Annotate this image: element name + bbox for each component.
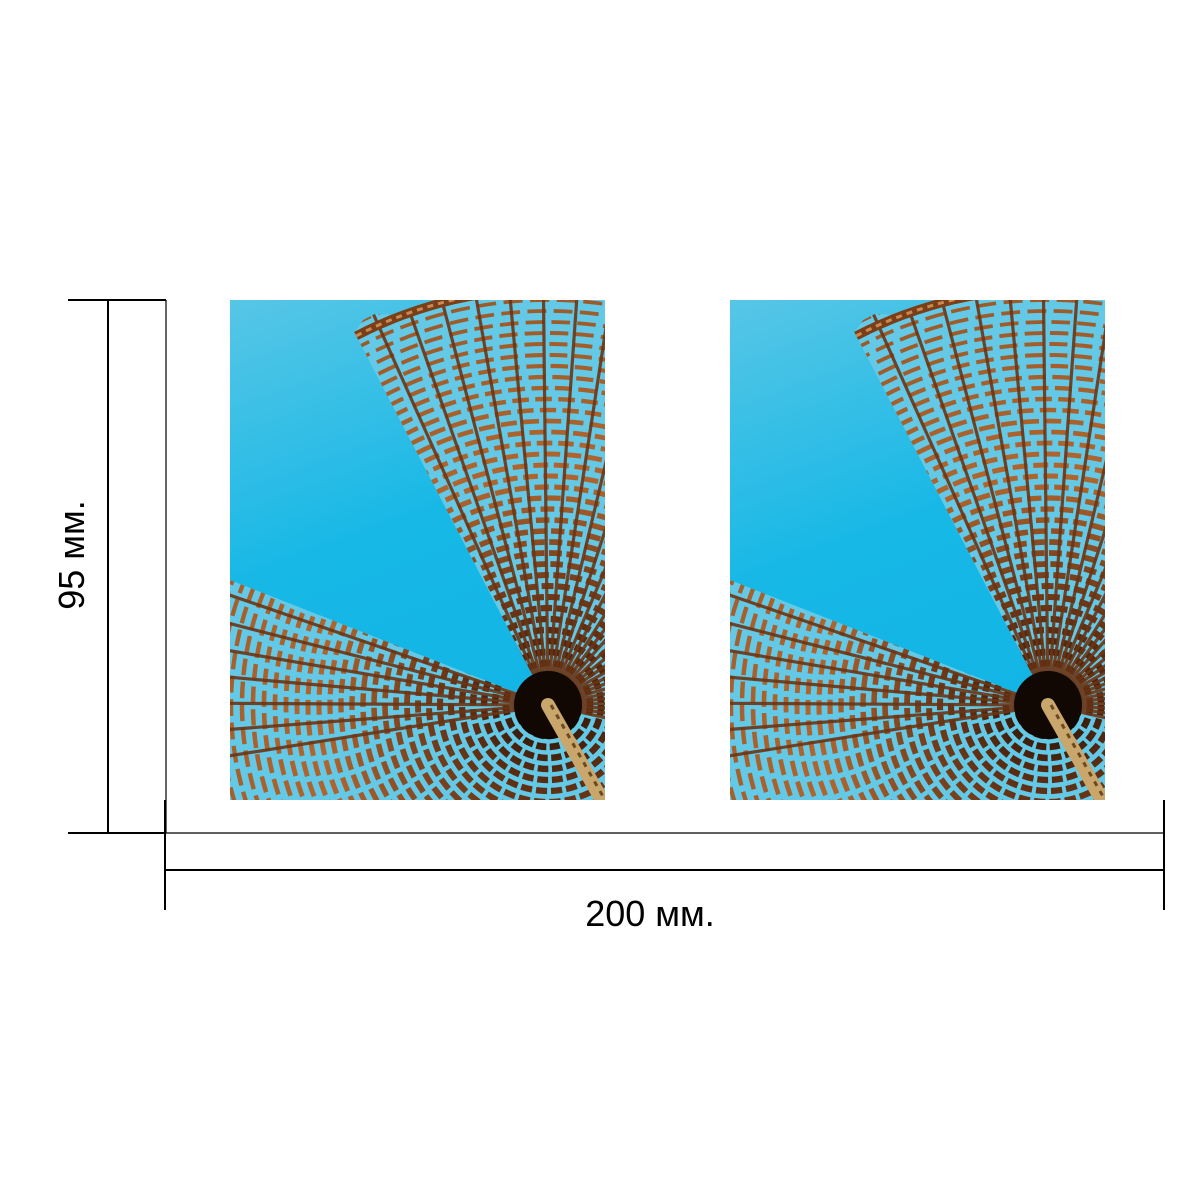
wicker-parasol-photo-right <box>730 300 1105 800</box>
wicker-parasol-photo-left <box>230 300 605 800</box>
width-dimension-label: 200 мм. <box>585 893 715 934</box>
height-dimension-label: 95 мм. <box>51 500 92 610</box>
